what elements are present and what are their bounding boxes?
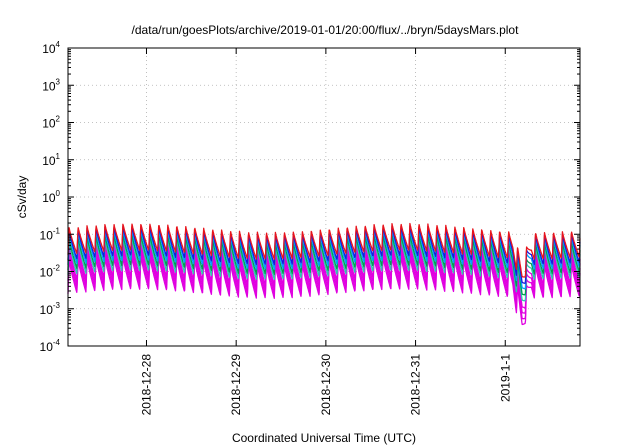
series-line [67, 222, 581, 278]
x-tick-label: 2018-12-28 [139, 354, 153, 416]
chart-title: /data/run/goesPlots/archive/2019-01-01/2… [132, 23, 520, 37]
x-tick-label: 2018-12-29 [229, 354, 243, 416]
y-tick-label: 10-1 [40, 226, 61, 242]
y-tick-label: 103 [42, 77, 60, 93]
x-tick-label: 2018-12-30 [319, 354, 333, 416]
series-line [67, 245, 581, 314]
y-axis-label: cSv/day [15, 176, 29, 219]
x-axis-label: Coordinated Universal Time (UTC) [232, 431, 416, 445]
y-tick-label: 100 [42, 189, 60, 205]
series-line [67, 227, 581, 290]
series-line [67, 255, 581, 326]
y-tick-label: 10-2 [40, 264, 61, 280]
y-tick-label: 104 [42, 40, 60, 56]
y-axis: 10-4 10-3 10-2 10-1 100 101 102 103 104 [40, 40, 580, 354]
series-line [67, 225, 581, 284]
series-line [67, 233, 581, 296]
y-tick-label: 102 [42, 115, 60, 131]
series-line [67, 250, 581, 320]
y-tick-label: 10-4 [40, 338, 61, 354]
series-line [67, 236, 581, 302]
y-tick-label: 10-3 [40, 301, 61, 317]
x-axis: 2018-12-28 2018-12-29 2018-12-30 2018-12-31… [139, 48, 512, 415]
series-line [67, 240, 581, 309]
y-tick-label: 101 [42, 152, 60, 168]
series-layer [67, 222, 581, 326]
x-tick-label: 2018-12-31 [409, 354, 423, 416]
grid [68, 48, 580, 346]
x-tick-label: 2019-1-1 [498, 354, 512, 402]
